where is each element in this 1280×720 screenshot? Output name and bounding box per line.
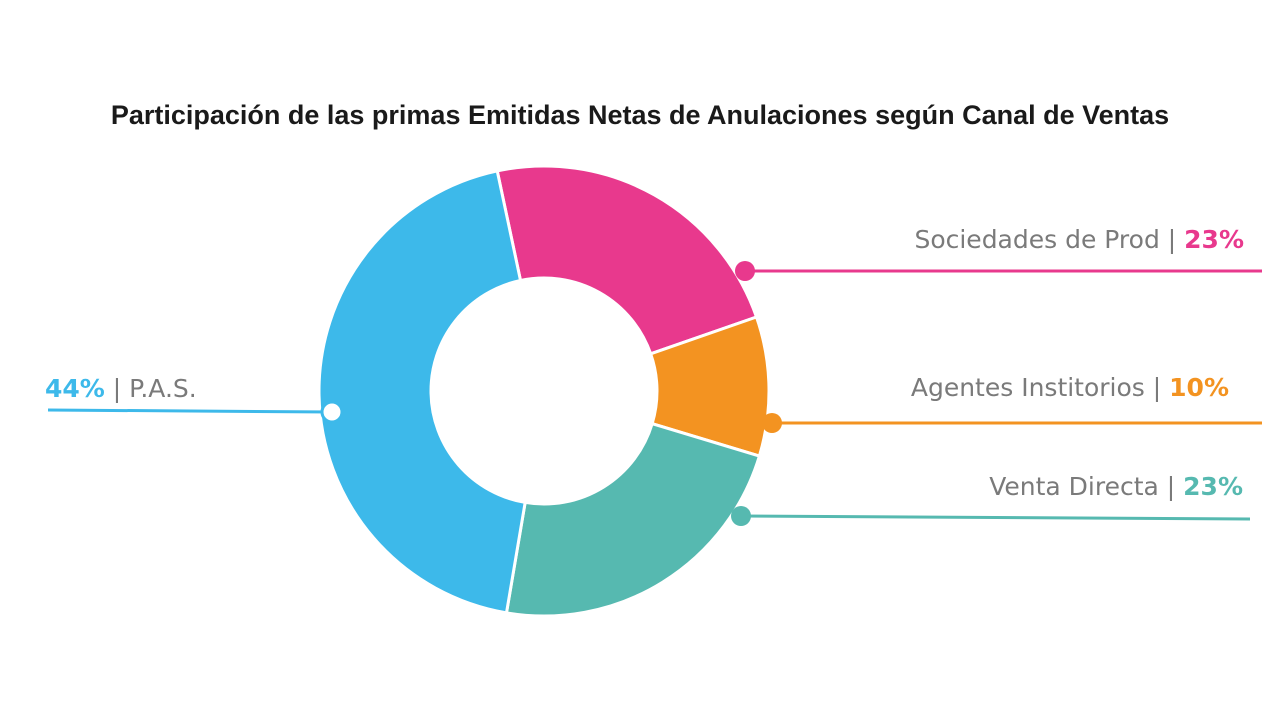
- slice-label-sociedades-de-prod: Sociedades de Prod | 23%: [914, 225, 1244, 254]
- slice-label-agentes-institorios: Agentes Institorios | 10%: [911, 373, 1229, 402]
- leader-marker-venta-directa: [731, 506, 751, 526]
- leader-line-venta-directa: [740, 514, 1251, 521]
- leader-marker-agentes-institorios: [762, 413, 782, 433]
- donut-slice-venta-directa: [504, 421, 762, 618]
- donut-slice-sociedades-de-prod: [495, 164, 759, 356]
- leader-line-p-a-s: [47, 408, 333, 414]
- leader-marker-p-a-s: [320, 400, 344, 424]
- chart-title: Participación de las primas Emitidas Net…: [110, 100, 1170, 130]
- donut-slice-p-a-s: [317, 169, 527, 615]
- leader-marker-sociedades-de-prod: [735, 261, 755, 281]
- slice-label-p-a-s: 44% | P.A.S.: [45, 374, 197, 403]
- slice-label-venta-directa: Venta Directa | 23%: [989, 472, 1243, 501]
